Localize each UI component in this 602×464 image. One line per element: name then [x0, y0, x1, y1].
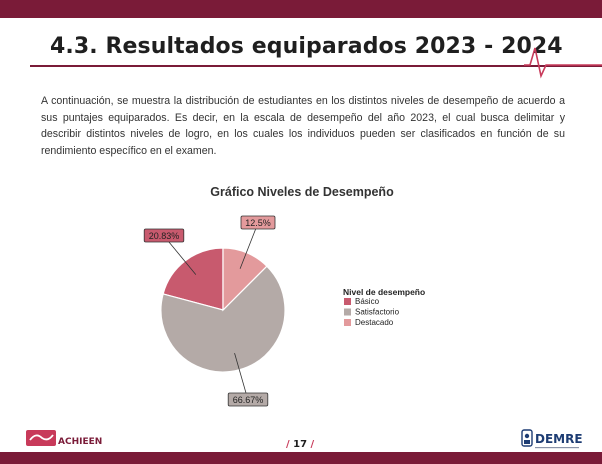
pie-slice-basico: [162, 247, 224, 311]
legend-swatch-satisfactorio: [344, 308, 351, 316]
legend-swatch-destacado: [344, 319, 351, 326]
data-label-destacado: 12.5%: [245, 218, 271, 228]
bottom-banner: [0, 452, 602, 464]
page-number-value: 17: [293, 439, 308, 450]
leader-line-destacado: [239, 222, 259, 269]
legend-label-basico: Básico: [355, 297, 380, 306]
legend-label-destacado: Destacado: [355, 318, 394, 327]
page-title: 4.3. Resultados equiparados 2023 - 2024: [50, 34, 563, 59]
legend-swatch-basico: [344, 298, 351, 305]
demre-logo: [521, 429, 579, 449]
data-label-box-basico: [143, 228, 185, 243]
page-number: / 17 /: [286, 439, 315, 450]
data-label-box-destacado: [240, 215, 276, 230]
title-underline: [30, 65, 602, 67]
achieen-logo: [26, 430, 56, 446]
legend-title: Nivel de desempeño: [343, 287, 425, 297]
leader-line-basico: [163, 235, 197, 275]
achieen-logo-text: ACHIEEN: [58, 437, 103, 447]
intro-paragraph: A continuación, se muestra la distribuci…: [41, 95, 565, 157]
heartbeat-icon: [524, 47, 602, 79]
data-label-box-satisfactorio: [227, 392, 269, 407]
top-banner: [0, 0, 602, 18]
data-label-basico: 20.83%: [149, 231, 180, 241]
demre-logo-text: DEMRE: [535, 432, 583, 446]
leader-line-satisfactorio: [234, 353, 249, 401]
data-label-satisfactorio: 66.67%: [233, 395, 264, 405]
legend-label-satisfactorio: Satisfactorio: [355, 308, 400, 317]
chart-title: Gráfico Niveles de Desempeño: [210, 185, 394, 199]
